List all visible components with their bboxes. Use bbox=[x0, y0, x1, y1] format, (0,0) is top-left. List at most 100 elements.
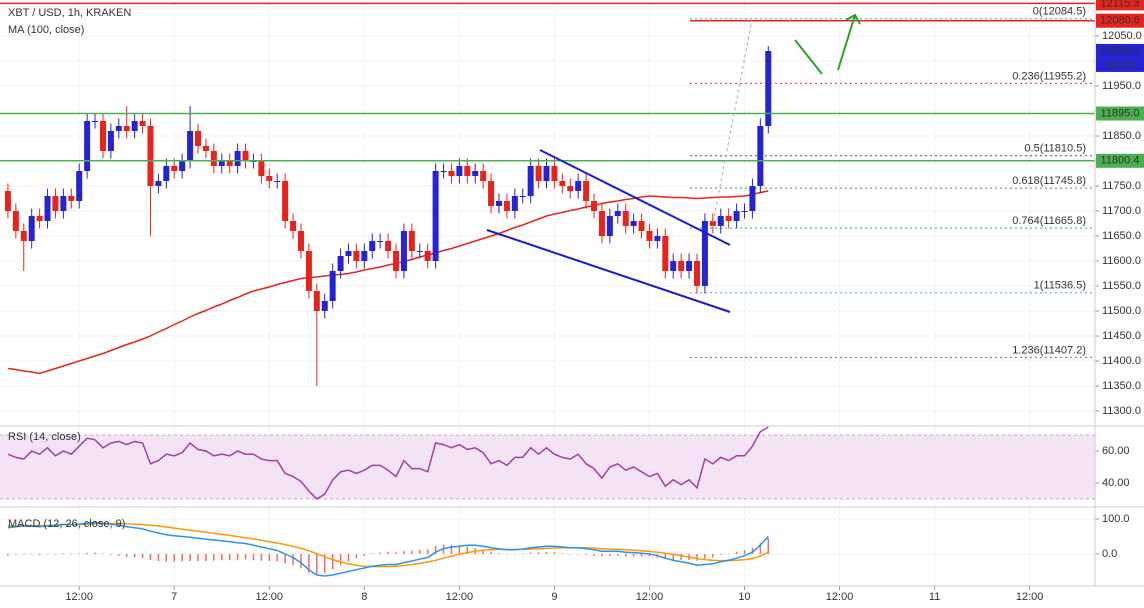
histogram-bar bbox=[181, 553, 183, 562]
histogram-bar bbox=[521, 553, 524, 555]
candle-body bbox=[195, 131, 202, 146]
candle-body bbox=[226, 161, 233, 166]
fib-label: 0.5(11810.5) bbox=[1024, 143, 1086, 155]
candle-body bbox=[472, 171, 479, 176]
histogram-bar bbox=[189, 553, 191, 561]
histogram-bar bbox=[719, 553, 722, 556]
histogram-bar bbox=[133, 553, 136, 558]
histogram-bar bbox=[323, 553, 326, 574]
candle-body bbox=[131, 121, 138, 131]
candle-body bbox=[733, 211, 740, 221]
candle-body bbox=[44, 196, 51, 221]
y-tick-label: 60.00 bbox=[1102, 445, 1130, 457]
y-tick-label: 11700.0 bbox=[1102, 205, 1141, 217]
candle-body bbox=[583, 181, 590, 201]
histogram-bar bbox=[38, 553, 41, 556]
fib-label: 0.618(11745.8) bbox=[1012, 175, 1086, 187]
candle-body bbox=[60, 196, 67, 211]
histogram-bar bbox=[316, 553, 318, 576]
x-tick-label: 10 bbox=[738, 591, 750, 603]
candle-body bbox=[218, 161, 225, 166]
histogram-bar bbox=[672, 553, 674, 560]
y-tick-label: 11850.0 bbox=[1102, 130, 1141, 142]
histogram-bar bbox=[141, 553, 144, 559]
candle-body bbox=[107, 131, 114, 151]
histogram-bar bbox=[609, 553, 611, 557]
histogram-bar bbox=[577, 553, 579, 555]
candle-body bbox=[757, 126, 764, 186]
price-label-box bbox=[1096, 153, 1144, 168]
y-tick-label: 12050.0 bbox=[1102, 30, 1142, 42]
histogram-bar bbox=[482, 550, 484, 554]
histogram-bar bbox=[339, 553, 342, 566]
candle-body bbox=[99, 121, 106, 151]
histogram-bar bbox=[506, 553, 508, 555]
candle-body bbox=[591, 201, 598, 211]
fib-label: 0.236(11955.2) bbox=[1012, 70, 1086, 82]
candle-body bbox=[321, 301, 328, 311]
histogram-bar bbox=[529, 552, 532, 554]
histogram-bar bbox=[260, 553, 263, 561]
indicator-label: MA (100, close) bbox=[8, 24, 84, 36]
candle-body bbox=[147, 126, 154, 186]
candle-body bbox=[527, 166, 534, 196]
y-tick-label: 11950.0 bbox=[1102, 80, 1141, 92]
candle-body bbox=[274, 181, 281, 182]
candle-body bbox=[400, 231, 407, 271]
x-tick-label: 7 bbox=[171, 591, 177, 603]
histogram-bar bbox=[236, 553, 239, 561]
candle-body bbox=[575, 181, 582, 191]
y-tick-label: 11750.0 bbox=[1102, 180, 1141, 192]
candle-body bbox=[258, 161, 265, 176]
candle-body bbox=[662, 236, 669, 271]
candle-body bbox=[266, 176, 273, 181]
candle-body bbox=[543, 166, 550, 181]
candle-body bbox=[393, 251, 400, 271]
histogram-bar bbox=[419, 549, 421, 554]
histogram-bar bbox=[664, 553, 667, 559]
candle-body bbox=[353, 251, 360, 261]
y-tick-label: 11300.0 bbox=[1102, 405, 1141, 417]
histogram-bar bbox=[15, 553, 17, 555]
histogram-bar bbox=[149, 553, 152, 560]
fib-label: 1(11536.5) bbox=[1034, 280, 1086, 292]
histogram-bar bbox=[94, 552, 96, 554]
x-tick-label: 9 bbox=[551, 591, 557, 603]
histogram-bar bbox=[331, 553, 334, 570]
candle-body bbox=[305, 251, 312, 291]
candle-body bbox=[503, 201, 510, 211]
candle-body bbox=[187, 131, 194, 161]
histogram-bar bbox=[640, 553, 643, 557]
histogram-bar bbox=[355, 553, 358, 559]
chart-title: XBT / USD, 1h, KRAKEN bbox=[8, 7, 131, 19]
histogram-bar bbox=[704, 553, 706, 559]
arrow bbox=[794, 13, 861, 75]
candle-body bbox=[598, 211, 605, 236]
candle-body bbox=[139, 121, 146, 126]
candle-body bbox=[741, 211, 748, 212]
histogram-bar bbox=[426, 549, 429, 554]
candle-body bbox=[693, 261, 700, 286]
candle-body bbox=[155, 181, 162, 186]
rsi-line bbox=[7, 426, 769, 500]
price-label-box bbox=[1096, 43, 1144, 58]
projection-line bbox=[711, 19, 753, 229]
candle-body bbox=[670, 261, 677, 271]
histogram-bar bbox=[110, 553, 112, 555]
candle-body bbox=[28, 216, 35, 241]
trend-line bbox=[486, 229, 731, 313]
histogram-bar bbox=[371, 553, 374, 555]
histogram-bar bbox=[54, 553, 57, 555]
histogram-bar bbox=[395, 552, 397, 554]
y-tick-label: 11550.0 bbox=[1102, 280, 1141, 292]
candle-body bbox=[749, 186, 756, 211]
histogram-bar bbox=[696, 553, 698, 561]
x-tick-label: 8 bbox=[361, 591, 367, 603]
candle-body bbox=[701, 221, 708, 286]
histogram-bar bbox=[86, 552, 88, 554]
histogram-bar bbox=[632, 553, 635, 557]
candle-body bbox=[551, 166, 558, 181]
histogram-bar bbox=[545, 551, 548, 554]
